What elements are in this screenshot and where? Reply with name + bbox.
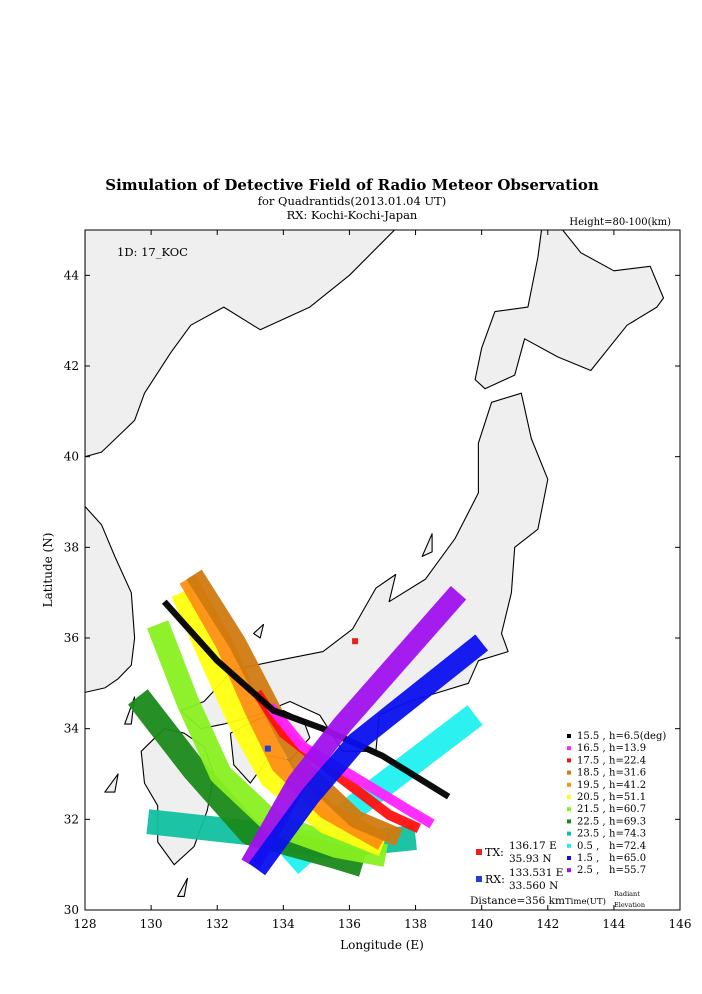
legend-elevation-header: Elevation xyxy=(614,901,645,909)
id-label: 1D: 17_KOC xyxy=(117,245,188,259)
legend-elevation: h=31.6 xyxy=(609,768,646,779)
page-subtitle: for Quadrantids(2013.01.04 UT) xyxy=(258,194,447,208)
legend-swatch xyxy=(567,770,571,775)
legend-swatch xyxy=(567,795,571,799)
legend-time: 1.5 , xyxy=(577,853,599,864)
landmass-korean-peninsula xyxy=(85,505,136,693)
legend-time: 21.5 , xyxy=(577,804,606,815)
legend-swatch xyxy=(567,782,571,787)
rx-station-marker xyxy=(264,745,271,752)
y-tick-label: 30 xyxy=(64,903,79,917)
legend-swatch xyxy=(567,831,571,836)
rx-marker-swatch xyxy=(476,876,482,882)
x-tick-label: 144 xyxy=(602,917,625,931)
legend-elevation: h=51.1 xyxy=(609,792,646,803)
y-tick-label: 34 xyxy=(64,722,80,736)
x-tick-label: 146 xyxy=(669,917,692,931)
legend-time: 15.5 , xyxy=(577,731,606,742)
receiver-line: RX: Kochi-Kochi-Japan xyxy=(287,208,418,222)
legend-time-header: Time(UT) xyxy=(565,896,606,907)
tx-marker-swatch xyxy=(476,849,482,855)
legend-time: 19.5 , xyxy=(577,780,606,791)
legend-elevation: h=22.4 xyxy=(609,755,646,766)
legend-elevation: h=65.0 xyxy=(609,853,646,864)
landmass-sakhalin xyxy=(541,194,554,226)
landmass-hokkaido xyxy=(474,230,665,390)
height-label: Height=80-100(km) xyxy=(569,217,671,228)
station-info: TX: 136.17 E 35.93 N RX: 133.531 E 33.56… xyxy=(470,840,565,907)
detection-band-3 xyxy=(147,620,388,867)
y-tick-label: 44 xyxy=(64,268,80,282)
rx-lon: 133.531 E xyxy=(509,867,563,879)
x-tick-label: 140 xyxy=(470,917,493,931)
landmass-asian-mainland xyxy=(85,230,396,458)
landmass-oki-island xyxy=(253,623,265,639)
x-tick-label: 132 xyxy=(206,917,229,931)
tx-label: TX: xyxy=(485,846,504,859)
legend-elevation: h=6.5(deg) xyxy=(609,731,666,742)
legend-elevation: h=60.7 xyxy=(609,804,646,815)
y-tick-label: 36 xyxy=(64,631,79,645)
legend-time: 22.5 , xyxy=(577,816,606,827)
plot-frame xyxy=(84,229,681,911)
legend-time: 18.5 , xyxy=(577,768,606,779)
legend-time: 20.5 , xyxy=(577,792,606,803)
legend-radiant-header: Radiant xyxy=(614,890,640,898)
x-tick-label: 128 xyxy=(74,917,97,931)
legend-swatch xyxy=(567,734,571,738)
legend-time: 16.5 , xyxy=(577,743,606,754)
distance-label: Distance=356 km xyxy=(470,895,565,907)
legend-elevation: h=69.3 xyxy=(609,816,646,827)
detection-band-5 xyxy=(179,574,387,850)
landmass-sado-island xyxy=(421,533,433,557)
legend-swatch xyxy=(567,758,571,763)
legend-swatch xyxy=(567,807,571,812)
legend-elevation: h=74.3 xyxy=(609,829,646,840)
x-tick-label: 130 xyxy=(140,917,163,931)
legend-swatch xyxy=(567,868,571,873)
legend-elevation: h=41.2 xyxy=(609,780,646,791)
detection-band-9 xyxy=(161,599,451,800)
tx-lat: 35.93 N xyxy=(509,853,552,865)
legend-time: 23.5 , xyxy=(577,829,606,840)
y-tick-label: 40 xyxy=(64,450,79,464)
detection-bands xyxy=(128,569,489,877)
detection-band-10 xyxy=(241,585,467,870)
legend-time: 0.5 , xyxy=(577,841,599,852)
legend-time: 2.5 , xyxy=(577,865,599,876)
legend-elevation: h=13.9 xyxy=(609,743,646,754)
station-markers xyxy=(264,638,359,752)
detection-band-8 xyxy=(266,702,435,829)
rx-lat: 33.560 N xyxy=(509,880,558,892)
x-axis-label: Longitude (E) xyxy=(340,938,424,952)
legend: 15.5 , h=6.5(deg)16.5 , h=13.917.5 , h=22.4… xyxy=(567,731,666,876)
x-tick-label: 142 xyxy=(536,917,559,931)
y-tick-label: 42 xyxy=(64,359,79,373)
legend-elevation: h=55.7 xyxy=(609,865,646,876)
legend-time: 17.5 , xyxy=(577,755,606,766)
y-axis-label: Latitude (N) xyxy=(41,533,55,608)
x-tick-label: 134 xyxy=(272,917,295,931)
tx-lon: 136.17 E xyxy=(509,840,557,852)
detection-band-11 xyxy=(248,634,489,876)
legend-swatch xyxy=(567,856,571,860)
tx-station-marker xyxy=(352,638,359,645)
landmass-goto-islands xyxy=(104,773,119,793)
landmass-tanegashima-island xyxy=(177,877,189,897)
legend-swatch xyxy=(567,746,571,751)
x-tick-label: 138 xyxy=(404,917,427,931)
legend-swatch xyxy=(567,843,571,848)
legend-elevation: h=72.4 xyxy=(609,841,646,852)
axes: 128 130 132 134 136 138 140 142 144 146 30 32 34 36 38… xyxy=(64,230,692,931)
rx-label: RX: xyxy=(485,873,505,886)
y-tick-label: 38 xyxy=(64,540,79,554)
legend-swatch xyxy=(567,819,571,824)
page-title: Simulation of Detective Field of Radio M… xyxy=(105,176,599,194)
x-tick-label: 136 xyxy=(338,917,361,931)
y-tick-label: 32 xyxy=(64,812,79,826)
